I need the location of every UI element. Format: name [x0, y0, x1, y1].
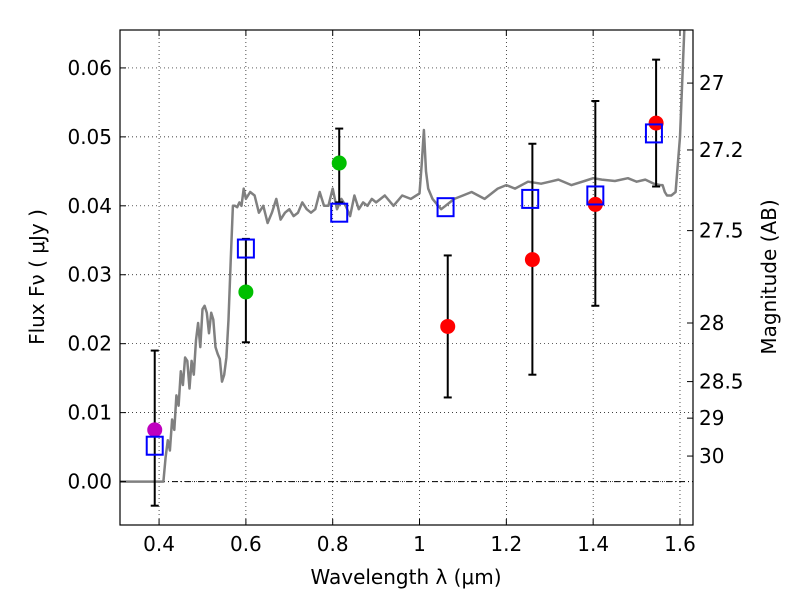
y-tick-label: 0.05 [67, 125, 112, 149]
plot-background [120, 30, 693, 525]
data-point-circle [524, 252, 540, 268]
data-point-circle [147, 422, 163, 438]
model-photometry-square [436, 197, 455, 218]
x-tick-label: 1.4 [577, 532, 609, 556]
data-point-circle [440, 318, 456, 334]
model-photometry-square [644, 123, 663, 144]
y-tick-label: 0.06 [67, 56, 112, 80]
y-axis-title: Flux Fν ( μJy ) [25, 209, 49, 345]
x-tick-label: 0.4 [143, 532, 175, 556]
y-tick-label: 0.03 [67, 263, 112, 287]
data-point-circle [238, 284, 254, 300]
data-point-circle [648, 115, 664, 131]
y-tick-label: 0.02 [67, 332, 112, 356]
data-point-circle [331, 155, 347, 171]
x-tick-label: 0.8 [317, 532, 349, 556]
right-tick-label: 27 [699, 71, 724, 95]
y-tick-label: 0.01 [67, 401, 112, 425]
x-tick-label: 1.2 [490, 532, 522, 556]
x-axis-ticks: 0.4 0.6 0.8 1 1.2 1.4 1.6 [143, 30, 696, 556]
y-tick-label: 0.04 [67, 194, 112, 218]
right-tick-label: 28.5 [699, 370, 744, 394]
model-photometry-square [236, 238, 255, 259]
y-axis-ticks: 0.00 0.01 0.02 0.03 0.04 0.05 0.06 [67, 56, 126, 494]
right-axis-title: Magnitude (AB) [757, 199, 781, 354]
right-tick-label: 27.2 [699, 138, 744, 162]
model-spectrum-line [120, 29, 686, 483]
model-photometry-square [330, 202, 349, 223]
x-axis-title: Wavelength λ (μm) [310, 565, 501, 589]
model-photometry-square [145, 435, 164, 456]
model-spectrum-group [120, 29, 686, 483]
x-tick-label: 1.6 [664, 532, 696, 556]
x-tick-label: 0.6 [230, 532, 262, 556]
data-markers [145, 115, 664, 456]
right-tick-label: 30 [699, 444, 724, 468]
x-tick-label: 1 [413, 532, 426, 556]
model-photometry-square [521, 188, 540, 209]
right-axis-ticks: 27 27.2 27.5 28 28.5 29 30 [687, 71, 744, 468]
plot-frame [119, 29, 694, 526]
right-tick-label: 29 [699, 406, 724, 430]
right-tick-label: 27.5 [699, 219, 744, 243]
model-photometry-square [586, 185, 605, 206]
y-tick-label: 0.00 [67, 470, 112, 494]
grid-lines [120, 30, 693, 525]
right-tick-label: 28 [699, 311, 724, 335]
